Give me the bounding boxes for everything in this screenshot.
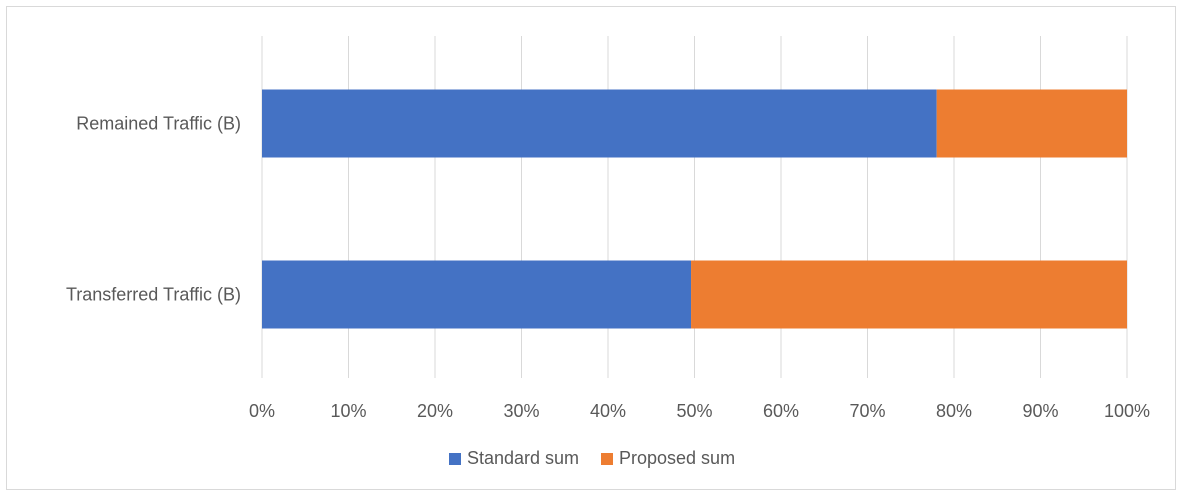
legend: Standard sum Proposed sum [0, 448, 1184, 469]
legend-swatch-proposed-sum [601, 452, 613, 465]
x-tick-label: 70% [849, 401, 885, 421]
bar-proposed-sum-1 [691, 260, 1127, 329]
x-tick-label: 50% [676, 401, 712, 421]
x-tick-label: 60% [763, 401, 799, 421]
bar-standard-sum-0 [262, 89, 937, 158]
legend-label-standard-sum: Standard sum [466, 448, 579, 468]
bar-proposed-sum-0 [936, 89, 1127, 158]
x-tick-label: 90% [1022, 401, 1058, 421]
x-tick-label: 20% [417, 401, 453, 421]
legend-item-standard-sum: Standard sum [448, 448, 579, 469]
bars [262, 89, 1127, 329]
category-label: Remained Traffic (B) [76, 114, 241, 134]
legend-item-proposed-sum: Proposed sum [601, 448, 735, 469]
x-tick-label: 10% [330, 401, 366, 421]
legend-label-proposed-sum: Proposed sum [619, 448, 736, 468]
x-tick-label: 30% [503, 401, 539, 421]
x-axis-tick-labels: 0% 10% 20% 30% 40% 50% 60% 70% 80% 90% 100% [249, 401, 1150, 421]
category-label: Transferred Traffic (B) [66, 285, 241, 305]
y-axis-category-labels: Remained Traffic (B) Transferred Traffic … [66, 114, 241, 305]
x-tick-label: 80% [936, 401, 972, 421]
x-tick-label: 40% [590, 401, 626, 421]
chart-frame [6, 6, 1176, 490]
legend-swatch-standard-sum [448, 452, 461, 465]
x-tick-label: 100% [1104, 401, 1150, 421]
x-tick-label: 0% [249, 401, 275, 421]
bar-standard-sum-1 [262, 260, 692, 329]
